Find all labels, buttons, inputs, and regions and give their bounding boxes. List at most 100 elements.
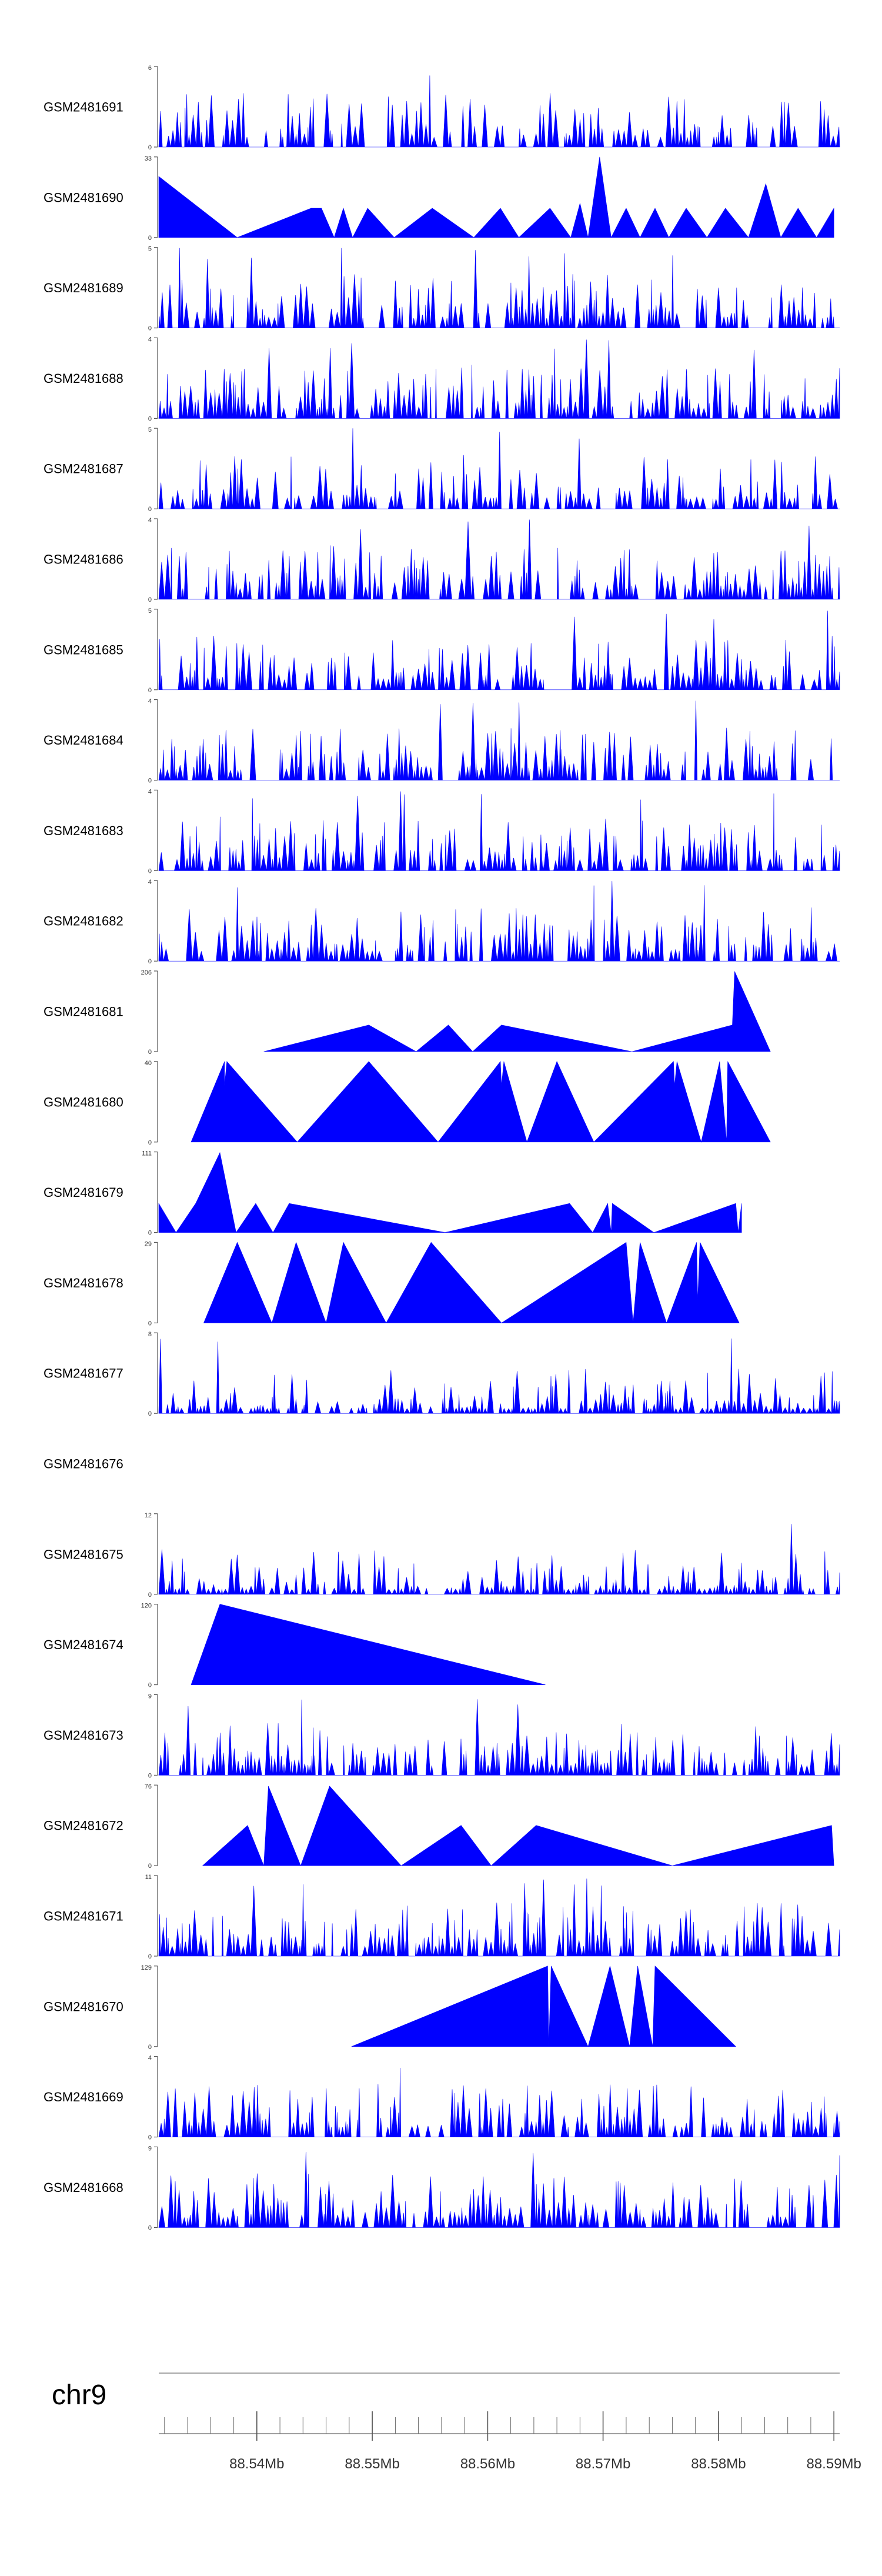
genome-axis: chr9 88.54Mb 88.55Mb 88.56Mb 88.57Mb 88.58Mb 8… xyxy=(52,2373,861,2472)
y-tick-label-max: 4 xyxy=(148,2055,152,2062)
coverage-area xyxy=(158,1152,742,1233)
track-GSM2481671: GSM2481671 11 0 xyxy=(44,1874,840,1960)
track-label: GSM2481679 xyxy=(44,1185,123,1200)
track-GSM2481682: GSM2481682 4 0 xyxy=(44,879,840,965)
y-tick-label-max: 40 xyxy=(145,1060,152,1067)
track-label: GSM2481685 xyxy=(44,642,123,657)
y-tick-label-max: 12 xyxy=(145,1512,152,1519)
coverage-area xyxy=(158,700,840,780)
track-label: GSM2481689 xyxy=(44,281,123,295)
y-tick-label-min: 0 xyxy=(148,687,152,694)
axis-tick-label: 88.56Mb xyxy=(460,2456,515,2472)
coverage-area xyxy=(158,519,840,600)
coverage-area xyxy=(158,1524,840,1595)
y-tick-label-max: 4 xyxy=(148,788,152,795)
y-tick-label-max: 11 xyxy=(145,1874,152,1881)
track-GSM2481686: GSM2481686 4 0 xyxy=(44,517,840,603)
axis-tick-label: 88.54Mb xyxy=(229,2456,284,2472)
track-label: GSM2481671 xyxy=(44,1909,123,1924)
track-GSM2481683: GSM2481683 4 0 xyxy=(44,788,840,875)
y-tick-label-max: 129 xyxy=(141,1964,152,1971)
y-tick-label-min: 0 xyxy=(148,1591,152,1599)
axis-tick-label: 88.58Mb xyxy=(691,2456,746,2472)
coverage-area xyxy=(203,1242,740,1324)
track-GSM2481675: GSM2481675 12 0 xyxy=(44,1512,840,1599)
track-GSM2481679: GSM2481679 111 0 xyxy=(44,1150,742,1237)
coverage-area xyxy=(158,1338,840,1414)
coverage-area xyxy=(158,156,834,238)
track-label: GSM2481687 xyxy=(44,462,123,476)
track-GSM2481691: GSM2481691 6 0 xyxy=(44,65,840,151)
coverage-area xyxy=(191,1060,771,1143)
axis-tick-label: 88.57Mb xyxy=(576,2456,630,2472)
y-tick-label-max: 111 xyxy=(142,1150,152,1157)
track-label: GSM2481688 xyxy=(44,371,123,386)
y-tick-label-max: 5 xyxy=(148,608,152,615)
track-label: GSM2481678 xyxy=(44,1276,123,1290)
coverage-area xyxy=(202,1786,834,1867)
track-GSM2481690: GSM2481690 33 0 xyxy=(44,155,834,242)
y-tick-label-max: 4 xyxy=(148,517,152,524)
track-GSM2481668: GSM2481668 9 0 xyxy=(44,2145,840,2231)
track-label: GSM2481682 xyxy=(44,914,123,929)
track-GSM2481687: GSM2481687 5 0 xyxy=(44,426,840,513)
track-GSM2481670: GSM2481670 129 0 xyxy=(44,1964,737,2051)
track-GSM2481669: GSM2481669 4 0 xyxy=(44,2055,840,2141)
y-tick-label-min: 0 xyxy=(148,958,152,965)
y-tick-label-max: 4 xyxy=(148,698,152,705)
coverage-area xyxy=(158,1878,840,1957)
track-label: GSM2481672 xyxy=(44,1818,123,1833)
track-GSM2481673: GSM2481673 9 0 xyxy=(44,1693,840,1779)
coverage-area xyxy=(191,1604,546,1685)
y-tick-label-max: 5 xyxy=(148,246,152,253)
coverage-area xyxy=(158,248,840,329)
track-GSM2481684: GSM2481684 4 0 xyxy=(44,698,840,785)
y-tick-label-min: 0 xyxy=(148,2224,152,2231)
y-tick-label-max: 9 xyxy=(148,1693,152,1700)
track-GSM2481674: GSM2481674 120 0 xyxy=(44,1603,546,1689)
y-tick-label-min: 0 xyxy=(148,867,152,875)
track-label: GSM2481686 xyxy=(44,552,123,567)
coverage-area xyxy=(158,75,840,148)
track-label: GSM2481669 xyxy=(44,2090,123,2104)
y-tick-label-max: 206 xyxy=(141,969,152,976)
y-tick-label-min: 0 xyxy=(148,778,152,785)
coverage-area xyxy=(158,1699,840,1776)
y-tick-label-min: 0 xyxy=(148,2134,152,2141)
y-tick-label-min: 0 xyxy=(148,1320,152,1327)
y-tick-label-min: 0 xyxy=(148,1863,152,1870)
y-tick-label-max: 5 xyxy=(148,426,152,433)
y-tick-label-max: 33 xyxy=(145,155,152,162)
track-label: GSM2481690 xyxy=(44,190,123,205)
axis-tick-label: 88.55Mb xyxy=(345,2456,399,2472)
track-label: GSM2481673 xyxy=(44,1728,123,1743)
y-tick-label-min: 0 xyxy=(148,1953,152,1960)
y-tick-label-min: 0 xyxy=(148,325,152,332)
track-label: GSM2481674 xyxy=(44,1637,123,1652)
y-tick-label-min: 0 xyxy=(148,1049,152,1056)
coverage-area xyxy=(351,1966,737,2047)
track-label: GSM2481683 xyxy=(44,823,123,838)
y-tick-label-max: 6 xyxy=(148,65,152,72)
track-GSM2481680: GSM2481680 40 0 xyxy=(44,1060,771,1146)
track-GSM2481677: GSM2481677 8 0 xyxy=(44,1331,840,1417)
y-tick-label-min: 0 xyxy=(148,2044,152,2051)
coverage-area xyxy=(158,428,840,510)
y-tick-label-max: 4 xyxy=(148,879,152,886)
y-tick-label-min: 0 xyxy=(148,1410,152,1417)
y-tick-label-max: 9 xyxy=(148,2145,152,2152)
track-label: GSM2481681 xyxy=(44,1005,123,1019)
track-label: GSM2481691 xyxy=(44,100,123,115)
track-GSM2481678: GSM2481678 29 0 xyxy=(44,1240,740,1327)
track-label: GSM2481680 xyxy=(44,1095,123,1109)
y-tick-label-min: 0 xyxy=(148,415,152,422)
y-tick-label-max: 8 xyxy=(148,1331,152,1338)
y-tick-label-min: 0 xyxy=(148,596,152,603)
coverage-area xyxy=(158,339,840,419)
y-tick-label-max: 76 xyxy=(145,1783,152,1790)
axis-tick-label: 88.59Mb xyxy=(806,2456,861,2472)
y-tick-label-min: 0 xyxy=(148,1772,152,1779)
chromosome-label: chr9 xyxy=(52,2380,106,2411)
y-tick-label-min: 0 xyxy=(148,506,152,513)
